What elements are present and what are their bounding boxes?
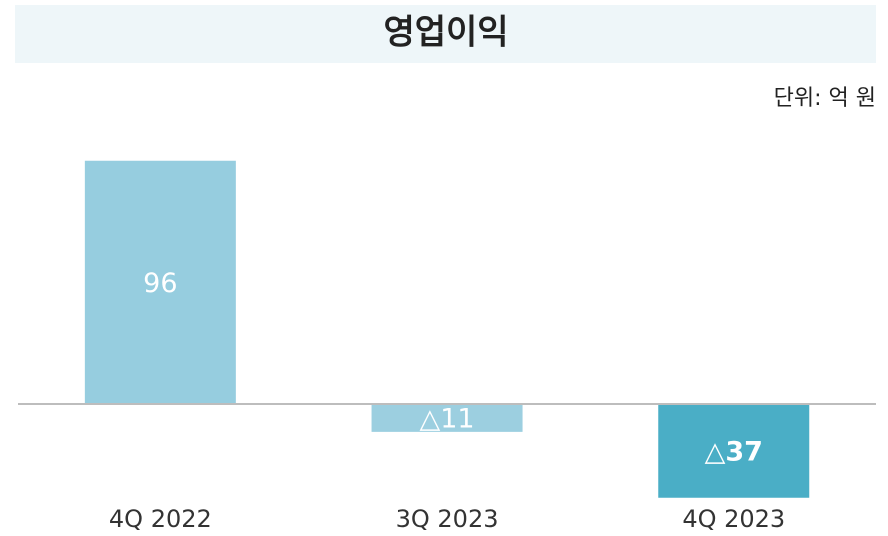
value-label: △37 xyxy=(705,436,763,467)
value-label: 96 xyxy=(143,268,177,299)
unit-label: 단위: 억 원 xyxy=(774,86,876,111)
x-tick-label: 3Q 2023 xyxy=(396,505,499,533)
bar xyxy=(84,160,236,404)
bar xyxy=(371,404,523,432)
value-label: △11 xyxy=(419,403,474,434)
bar xyxy=(658,404,810,498)
x-tick-label: 4Q 2022 xyxy=(109,505,212,533)
title-band xyxy=(15,5,876,63)
x-tick-label: 4Q 2023 xyxy=(682,505,785,533)
chart-title: 영업이익 xyxy=(383,13,508,53)
